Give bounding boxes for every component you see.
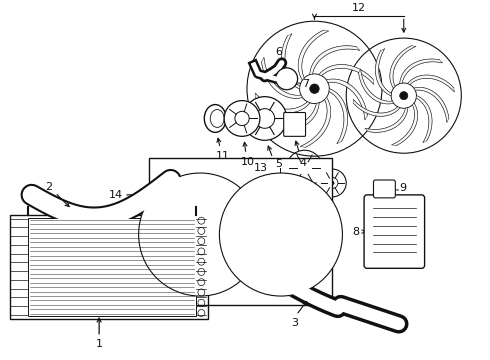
Polygon shape — [262, 58, 302, 98]
FancyBboxPatch shape — [364, 195, 425, 268]
Polygon shape — [269, 103, 319, 131]
Polygon shape — [298, 30, 328, 80]
Polygon shape — [390, 46, 416, 88]
Text: 9: 9 — [400, 183, 407, 193]
Text: 5: 5 — [275, 159, 282, 169]
Text: 4: 4 — [299, 158, 306, 168]
FancyBboxPatch shape — [284, 113, 306, 136]
Circle shape — [224, 100, 260, 136]
Bar — [149, 158, 332, 305]
Text: 13: 13 — [254, 163, 268, 173]
Circle shape — [277, 231, 285, 238]
Circle shape — [276, 68, 297, 90]
Circle shape — [220, 173, 343, 296]
Text: 14: 14 — [109, 190, 123, 200]
Polygon shape — [290, 224, 327, 253]
Polygon shape — [414, 87, 449, 122]
Polygon shape — [236, 247, 281, 262]
Text: 6: 6 — [275, 47, 282, 57]
Polygon shape — [408, 75, 454, 92]
Circle shape — [310, 84, 319, 94]
Polygon shape — [300, 98, 331, 147]
Ellipse shape — [210, 109, 224, 127]
Circle shape — [400, 92, 408, 100]
Text: 2: 2 — [46, 182, 53, 192]
Polygon shape — [270, 188, 300, 226]
Circle shape — [330, 181, 334, 185]
Polygon shape — [209, 224, 246, 253]
Polygon shape — [200, 207, 245, 222]
Text: 3: 3 — [291, 318, 298, 328]
Circle shape — [302, 165, 307, 171]
Text: 12: 12 — [352, 3, 366, 13]
Polygon shape — [155, 247, 200, 262]
Bar — [10, 215, 208, 319]
Ellipse shape — [204, 105, 226, 132]
Polygon shape — [254, 189, 269, 234]
Text: 10: 10 — [241, 157, 255, 167]
Polygon shape — [359, 69, 393, 104]
Text: 1: 1 — [96, 339, 102, 349]
Polygon shape — [400, 59, 442, 84]
Polygon shape — [326, 79, 368, 120]
Text: 7: 7 — [302, 79, 309, 89]
Text: 8: 8 — [352, 226, 359, 237]
Polygon shape — [365, 108, 408, 132]
Polygon shape — [293, 234, 308, 280]
Text: 11: 11 — [216, 151, 230, 161]
Polygon shape — [190, 188, 219, 226]
Polygon shape — [416, 96, 432, 143]
FancyBboxPatch shape — [373, 180, 395, 198]
Polygon shape — [375, 49, 392, 96]
Polygon shape — [262, 243, 292, 281]
Polygon shape — [392, 103, 417, 146]
Bar — [28, 218, 196, 316]
Circle shape — [243, 96, 287, 140]
Polygon shape — [329, 89, 347, 144]
Circle shape — [196, 231, 204, 238]
Polygon shape — [173, 189, 188, 234]
Circle shape — [139, 173, 262, 296]
Polygon shape — [281, 34, 300, 89]
Polygon shape — [181, 243, 211, 281]
Polygon shape — [281, 207, 326, 222]
Polygon shape — [212, 234, 227, 280]
Polygon shape — [353, 99, 400, 116]
Polygon shape — [319, 64, 374, 84]
Polygon shape — [235, 216, 272, 245]
Polygon shape — [310, 46, 360, 75]
Polygon shape — [154, 216, 192, 245]
Polygon shape — [255, 93, 310, 113]
